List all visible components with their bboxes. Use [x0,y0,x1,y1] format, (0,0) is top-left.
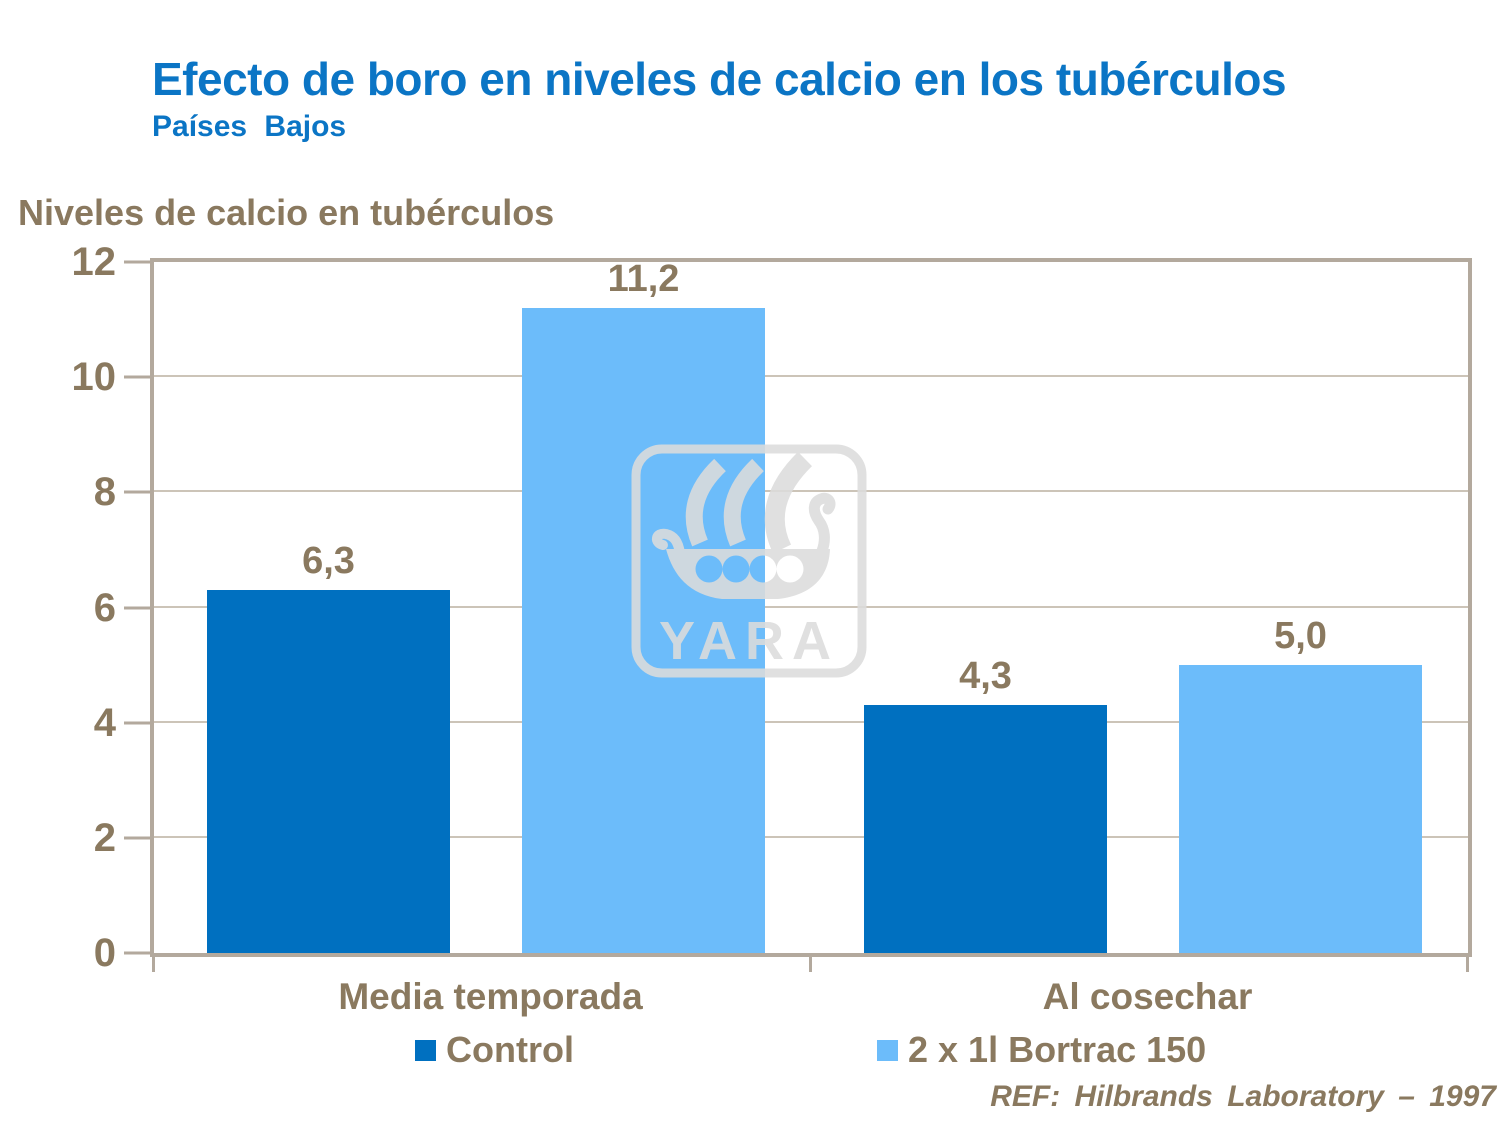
legend-item: Control [415,1028,574,1072]
y-tick-mark [124,606,150,609]
reference-text: REF: Hilbrands Laboratory – 1997 [990,1080,1496,1113]
gridline [154,490,1468,493]
y-tick-label: 0 [93,931,116,975]
legend: Control 2 x 1l Bortrac 150 [0,1028,1501,1076]
x-tick-mark [1466,957,1469,972]
legend-swatch [877,1039,898,1061]
y-tick-label: 10 [71,355,117,400]
y-axis-title: Niveles de calcio en tubérculos [18,192,555,233]
gridline [154,375,1468,378]
legend-label: Control [446,1029,574,1070]
category-label: Media temporada [338,976,643,1017]
y-axis: 0 2 4 6 8 10 12 [0,242,150,973]
bar-value-label: 6,3 [302,540,355,583]
gridline [154,835,1468,838]
bar-value-label: 5,0 [1274,615,1327,658]
legend-label: 2 x 1l Bortrac 150 [908,1029,1207,1070]
y-tick-mark [124,490,150,494]
y-tick-label: 2 [93,815,116,860]
legend-item: 2 x 1l Bortrac 150 [877,1028,1206,1072]
chart-title: Efecto de boro en niveles de calcio en l… [152,53,1287,105]
bar-value-label: 4,3 [959,655,1012,698]
bar-control [864,705,1107,953]
legend-swatch [415,1039,436,1061]
y-tick-mark [124,951,150,955]
y-tick-label: 8 [93,470,116,515]
x-axis-category-labels: Media temporada Al cosechar [154,978,1468,1024]
bar-bortrac [522,308,765,953]
y-tick-label: 6 [93,585,116,630]
x-tick-mark [152,957,155,972]
y-tick-mark [124,721,150,725]
chart-subtitle: Países Bajos [152,110,347,143]
category-label: Al cosechar [1042,976,1253,1017]
x-tick-mark [809,957,812,972]
y-tick-mark [124,260,150,264]
y-tick-mark [124,836,150,840]
y-tick-label: 12 [71,240,117,284]
plot-area: 6,3 11,2 4,3 5,0 [150,258,1472,957]
bar-control [207,590,450,953]
y-tick-mark [124,375,150,379]
gridline [154,720,1468,723]
y-tick-label: 4 [93,700,116,745]
bar-bortrac [1179,665,1422,953]
bar-value-label: 11,2 [607,258,680,301]
